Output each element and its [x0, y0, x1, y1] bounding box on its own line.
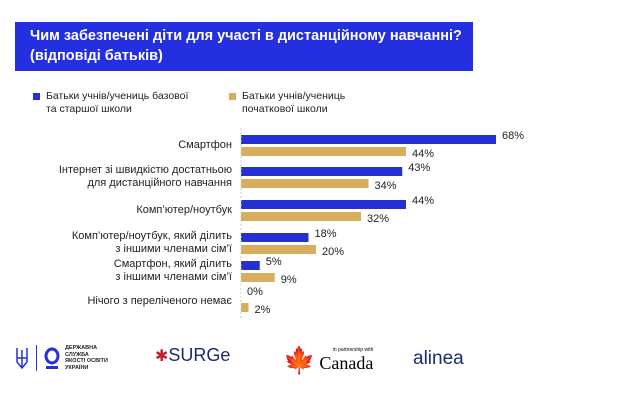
category-label: Смартфон, який ділить з іншими членами сі…: [114, 258, 232, 284]
logo-canada: 🍁 in partnership with Canada: [283, 345, 373, 376]
bar: [241, 167, 403, 176]
legend-label: Батьки учнів/учениць: [242, 90, 346, 102]
category-label: Комп’ютер/ноутбук, який ділить з іншими ч…: [72, 230, 232, 256]
category-label-line: Комп’ютер/ноутбук, який ділить: [71, 230, 232, 242]
data-label: 43%: [408, 162, 430, 174]
bar: [241, 245, 316, 254]
data-label: 9%: [281, 274, 297, 286]
data-label: 18%: [315, 228, 337, 240]
bar: [241, 233, 309, 242]
legend-swatch: [229, 93, 236, 100]
bar: [241, 303, 249, 312]
dsyo-mark: [44, 347, 60, 369]
category-label-line: для дистанційного навчання: [87, 177, 232, 189]
bar: [241, 200, 406, 209]
bar: [241, 212, 361, 221]
category-label: Смартфон: [178, 139, 232, 152]
bar: [241, 147, 406, 156]
bar: [241, 179, 369, 188]
category-label-line: з іншими членами сім’ї: [115, 243, 232, 255]
maple-leaf-icon: ✱: [155, 347, 169, 365]
category-label-line: з іншими членами сім’ї: [115, 271, 232, 283]
category-label-line: Смартфон, який ділить: [113, 258, 232, 270]
data-label: 0%: [247, 286, 263, 298]
title-line: (відповіді батьків): [30, 48, 163, 64]
bar: [241, 261, 260, 270]
bar: [241, 273, 275, 282]
category-label-line: Інтернет зі швидкістю достатньою: [58, 164, 232, 176]
category-label-line: Комп’ютер/ноутбук: [136, 203, 232, 216]
category-label: Нічого з переліченого немає: [87, 295, 232, 308]
surge-text: SURGe: [168, 345, 231, 365]
data-label: 44%: [412, 195, 434, 207]
category-label-line: Нічого з переліченого немає: [87, 294, 232, 307]
data-label: 68%: [502, 130, 524, 142]
data-label: 34%: [375, 180, 397, 192]
maple-leaf-icon: 🍁: [283, 345, 316, 375]
data-label: 2%: [255, 304, 271, 316]
legend-label: початкової школи: [242, 103, 328, 115]
data-label: 20%: [322, 246, 344, 258]
category-label-line: Смартфон: [178, 138, 232, 151]
legend-item-primary: Батьки учнів/учениць початкової школи: [229, 90, 345, 116]
trident-icon: [16, 348, 28, 370]
legend-label: Батьки учнів/учениць базової: [46, 90, 189, 102]
data-label: 44%: [412, 148, 434, 160]
logo-surge: ✱ SURGe: [155, 345, 230, 366]
legend-item-secondary: Батьки учнів/учениць базової та старшої ш…: [33, 90, 188, 116]
legend-label: та старшої школи: [46, 103, 132, 115]
logo-dsyo: ДЕРЖАВНА СЛУЖБА ЯКОСТІ ОСВІТИ УКРАЇНИ: [15, 345, 110, 371]
category-label: Інтернет зі швидкістю достатньою для дист…: [59, 164, 232, 190]
chart-title: Чим забезпечені діти для участі в дистан…: [15, 22, 473, 71]
bar-chart: 68% 44% 43% 34% 44% 32% 18% 20% 5% 9% 0% 2%: [240, 128, 524, 318]
logo-alinea: alinea: [413, 348, 464, 369]
partnership-text: in partnership with: [332, 347, 374, 353]
data-label: 32%: [367, 213, 389, 225]
dsyo-text: ДЕРЖАВНА СЛУЖБА ЯКОСТІ ОСВІТИ УКРАЇНИ: [65, 345, 108, 371]
data-label: 5%: [266, 256, 282, 268]
legend-swatch: [33, 93, 40, 100]
title-line: Чим забезпечені діти для участі в дистан…: [30, 28, 462, 44]
category-label: Комп’ютер/ноутбук: [136, 204, 232, 217]
bar: [241, 135, 496, 144]
canada-text: Canada: [319, 353, 374, 373]
